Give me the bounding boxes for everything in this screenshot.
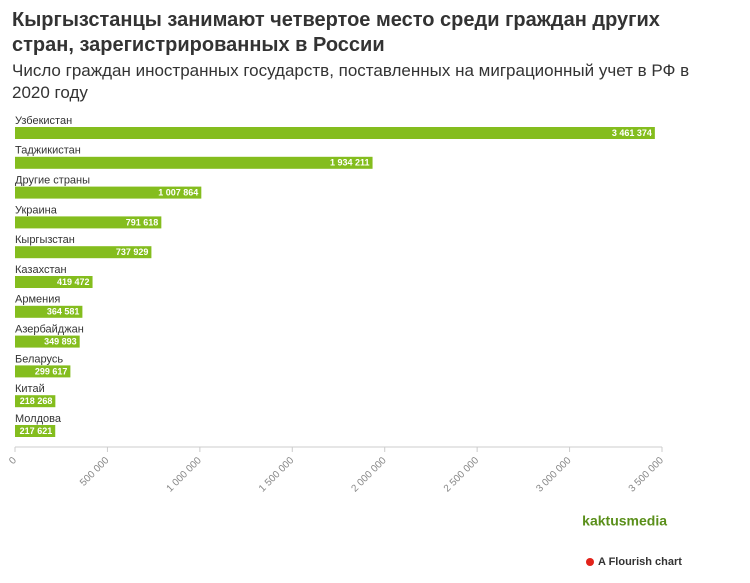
flourish-icon [586, 558, 594, 566]
category-label: Казахстан [15, 264, 67, 276]
x-tick-label: 1 000 000 [165, 455, 205, 495]
chart-title: Кыргызстанцы занимают четвертое место ср… [12, 9, 660, 56]
bar [15, 127, 655, 139]
value-label: 791 618 [126, 217, 159, 227]
category-label: Китай [15, 383, 45, 395]
value-label: 218 268 [20, 396, 53, 406]
bar [15, 395, 56, 408]
category-label: Азербайджан [15, 324, 84, 336]
bar [15, 335, 80, 348]
bar [15, 365, 71, 378]
value-label: 1 007 864 [158, 187, 198, 197]
x-tick-label: 1 500 000 [257, 455, 297, 495]
bar [15, 425, 56, 437]
x-tick-label: 3 500 000 [627, 455, 667, 495]
value-label: 217 621 [20, 426, 53, 436]
bar [15, 246, 152, 259]
category-label: Узбекистан [15, 115, 72, 127]
value-label: 364 581 [47, 307, 80, 317]
bar [15, 305, 83, 318]
value-label: 299 617 [35, 366, 68, 376]
x-tick-label: 0 [7, 455, 19, 467]
category-label: Кыргызстан [15, 234, 75, 246]
value-label: 3 461 374 [612, 128, 652, 138]
logo: kaktusmedia [582, 513, 667, 529]
category-label: Другие страны [15, 175, 90, 187]
x-tick-label: 2 000 000 [349, 455, 389, 495]
category-label: Беларусь [15, 353, 63, 365]
footer[interactable]: A Flourish chart [598, 556, 682, 568]
x-tick-label: 500 000 [78, 455, 112, 489]
bar [15, 276, 93, 288]
category-label: Армения [15, 294, 60, 306]
x-tick-label: 2 500 000 [442, 455, 482, 495]
x-tick-label: 3 000 000 [534, 455, 574, 495]
bar [15, 156, 373, 169]
value-label: 349 893 [44, 336, 77, 346]
value-label: 419 472 [57, 277, 90, 287]
value-label: 737 929 [116, 247, 149, 257]
category-label: Украина [15, 204, 58, 216]
bar [15, 216, 162, 229]
chart-subtitle: Число граждан иностранных государств, по… [12, 61, 690, 102]
category-label: Таджикистан [15, 145, 81, 157]
bar [15, 186, 202, 199]
value-label: 1 934 211 [330, 158, 370, 168]
category-label: Молдова [15, 413, 62, 425]
